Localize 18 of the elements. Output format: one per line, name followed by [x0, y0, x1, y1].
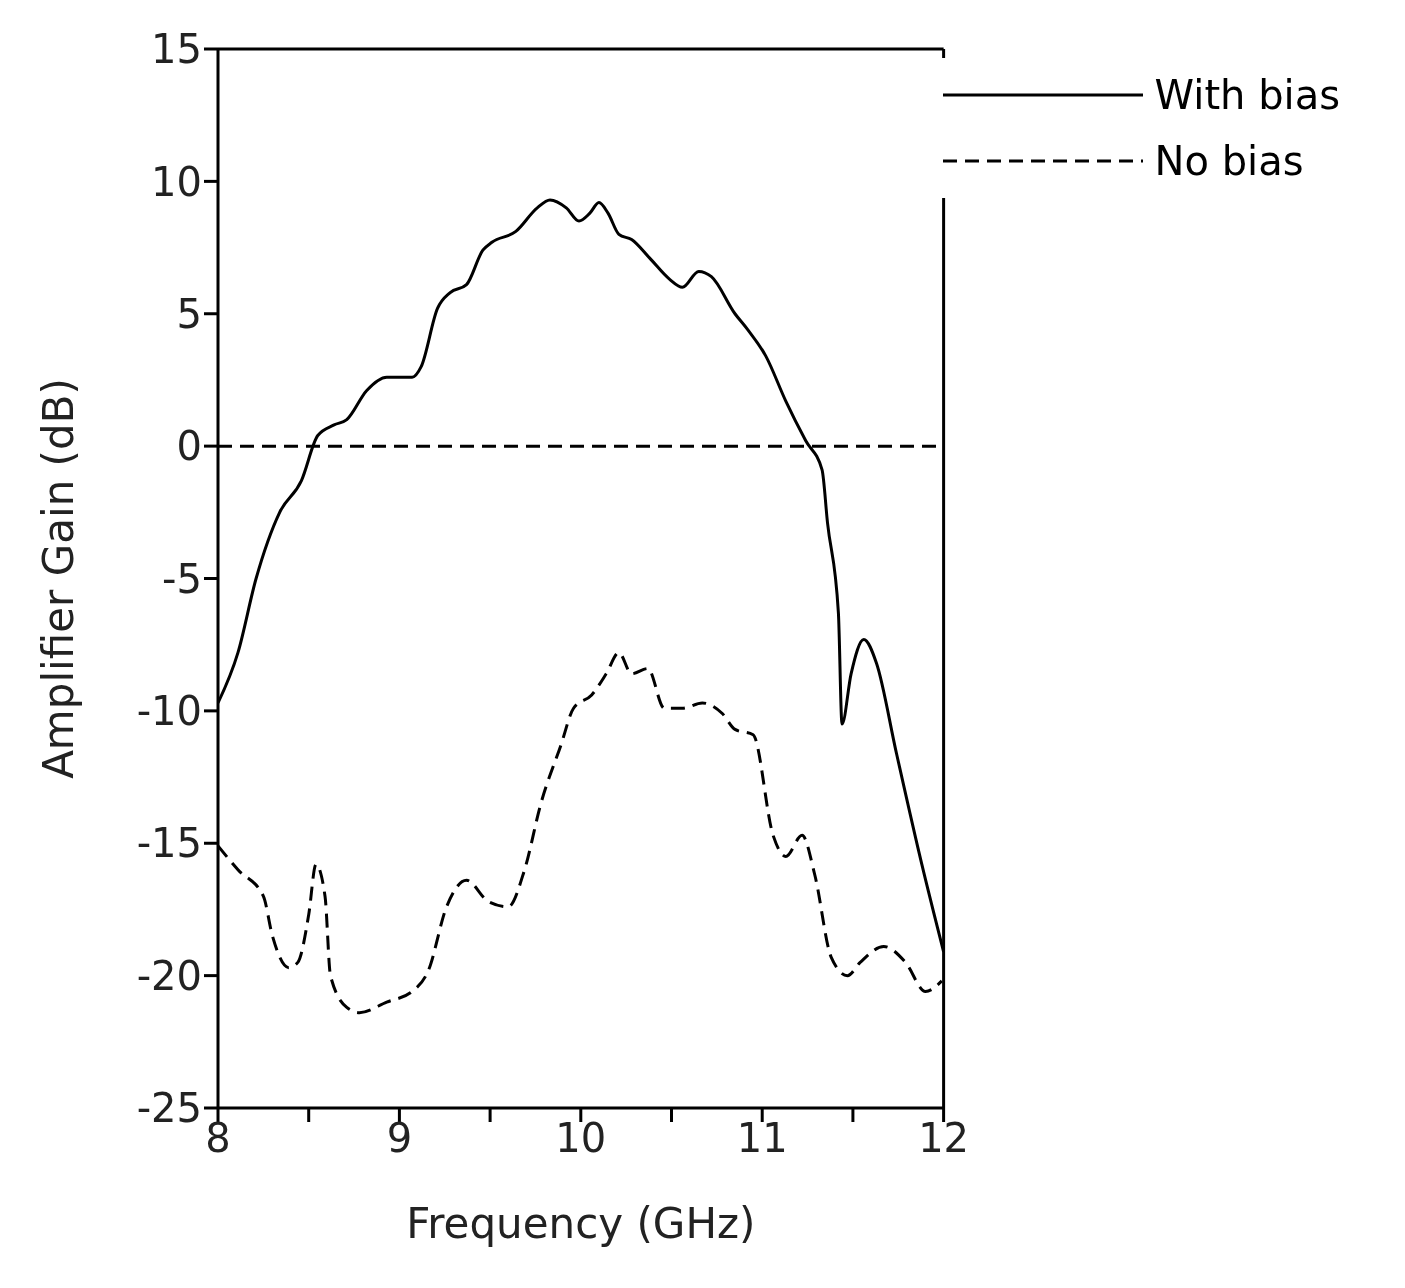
y-tick-label: -25	[136, 1085, 202, 1132]
y-tick-label: 5	[176, 290, 202, 337]
x-tick-label: 8	[205, 1115, 231, 1162]
y-tick-label: -5	[162, 555, 202, 602]
y-tick-label: 0	[176, 423, 202, 470]
y-axis-title: Amplifier Gain (dB)	[33, 378, 83, 779]
y-tick-label: -10	[136, 688, 202, 735]
y-tick-label: -15	[136, 820, 202, 867]
x-tick-label: 12	[918, 1115, 970, 1162]
legend-label: With bias	[1154, 71, 1340, 120]
x-axis-title: Frequency (GHz)	[406, 1199, 756, 1248]
y-tick-label: 15	[151, 26, 202, 73]
x-tick-label: 11	[736, 1115, 788, 1162]
y-tick-label: -20	[136, 952, 202, 999]
x-tick-label: 10	[555, 1115, 607, 1162]
y-tick-label: 10	[151, 158, 202, 205]
x-tick-label: 9	[386, 1115, 413, 1162]
legend-label: No bias	[1154, 137, 1304, 186]
